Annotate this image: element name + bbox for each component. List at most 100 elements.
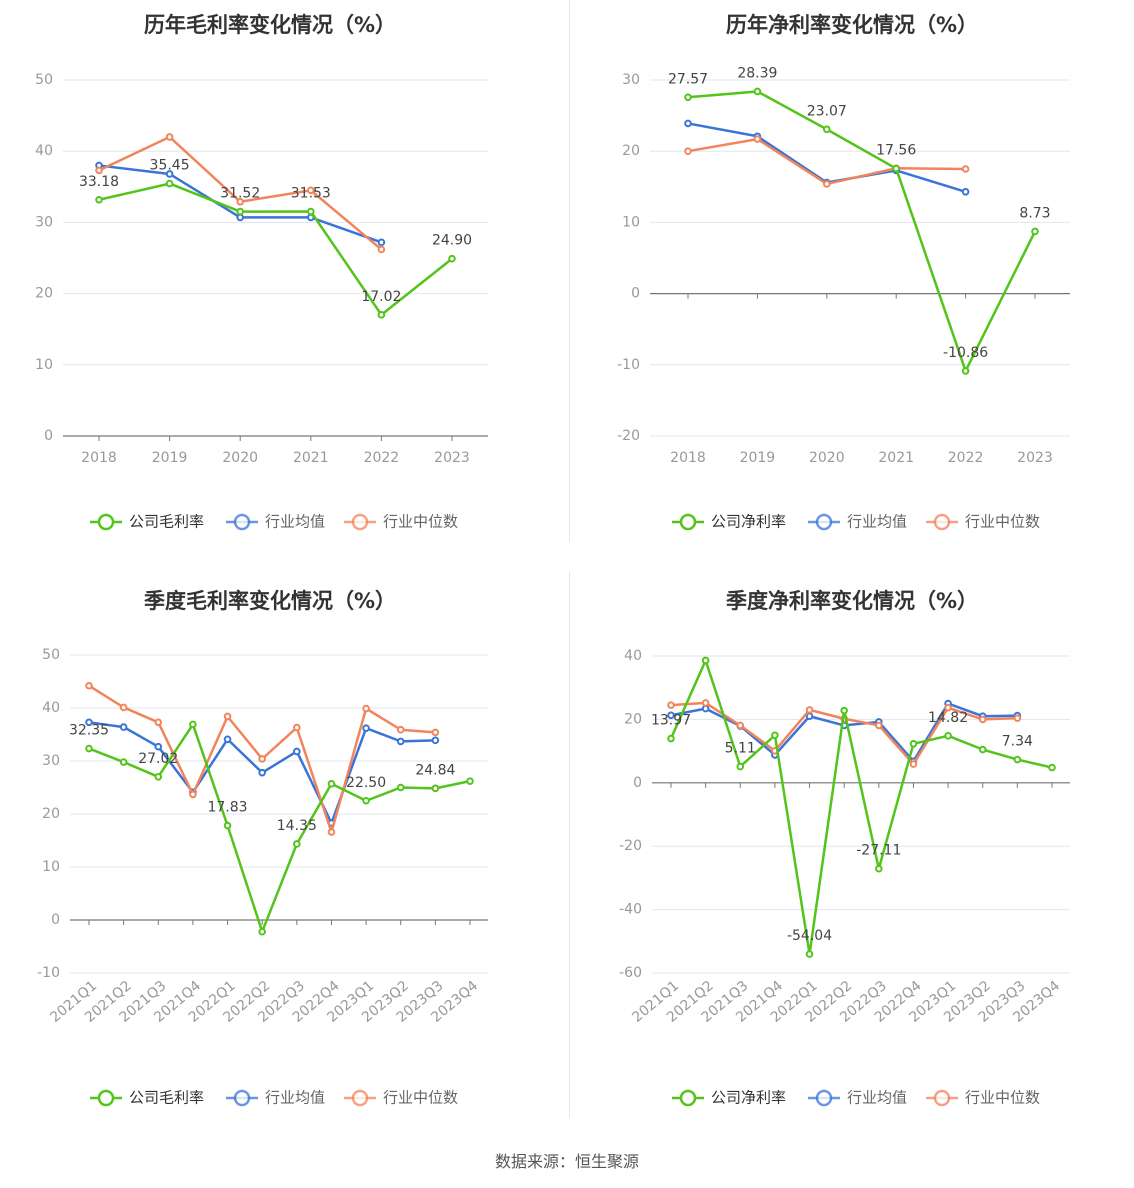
data-point-company [805,950,814,958]
data-point-median [236,197,244,206]
data-label: 24.90 [432,233,472,249]
data-point-median [875,721,883,730]
y-tick-label: 10 [42,859,60,875]
data-point-company [1031,227,1039,236]
data-point-company [165,179,174,188]
y-tick-label: 40 [42,700,60,716]
data-label: 23.07 [807,103,847,119]
data-point-company [448,254,456,263]
data-point-median [293,723,301,732]
data-point-avg [154,742,163,751]
y-tick-label: 50 [42,647,60,663]
data-point-avg [293,747,301,756]
data-point-median [1013,714,1022,722]
x-tick-label: 2018 [81,450,117,466]
data-point-median [85,681,93,690]
data-point-avg [431,736,440,745]
data-label: 32.35 [69,723,109,739]
data-point-company [85,744,93,753]
data-point-median [396,725,405,734]
data-point-median [961,165,970,173]
data-label: 14.35 [277,818,317,834]
data-point-median [701,699,710,707]
legend-label-avg: 行业均值 [265,513,325,531]
x-tick-label: 2018 [670,450,706,466]
data-point-avg [223,735,232,744]
legend-label-avg: 行业均值 [265,1089,325,1107]
data-point-median [95,166,103,175]
data-point-company [736,762,745,771]
quarterly-gross-margin-svg: 季度毛利率变化情况（%）-10010203040502021Q12021Q220… [37,589,488,1107]
series-line-company [98,182,453,317]
data-label: 13.97 [651,713,691,729]
x-tick-label: 2023 [434,450,470,466]
data-point-median [119,703,128,712]
data-point-avg [961,187,970,196]
data-label: 17.83 [207,800,247,816]
data-point-avg [377,238,386,247]
y-tick-label: 0 [631,286,640,302]
data-point-median [805,706,814,714]
data-point-median [822,180,831,188]
data-point-company [892,164,901,173]
data-point-avg [165,170,174,178]
data-point-company [771,731,779,740]
data-point-median [431,728,440,737]
data-point-company [667,734,675,743]
data-point-company [377,311,386,319]
data-source-note: 数据来源：恒生聚源 [494,1152,639,1171]
legend-label-median: 行业中位数 [965,1089,1040,1107]
data-point-company [293,840,301,848]
vertical-divider-top [569,0,570,542]
data-point-median [753,135,762,143]
data-label: 27.57 [668,71,708,87]
legend-marker-avg [233,1089,251,1107]
data-label: 5.11 [725,741,756,757]
legend-label-company: 公司净利率 [711,513,786,531]
legend-marker-company [97,513,115,531]
annual-gross-margin-chart: 历年毛利率变化情况（%） 0 10 20 30 40 50 2018 2019 2020 2021 2… [0,0,567,570]
data-point-company [466,777,474,785]
quarterly-gross-margin-chart: 季度毛利率变化情况（%） -10 0 10 20 30 40 50 2021Q1 2021Q2 20… [0,576,567,1146]
data-point-company [95,195,103,204]
data-point-company [1048,763,1056,772]
data-point-median [667,701,675,709]
y-tick-label: 30 [622,72,640,88]
y-tick-label: 40 [624,648,642,664]
data-point-avg [667,711,675,720]
legend-label-company: 公司毛利率 [129,513,204,531]
y-tick-label: 30 [35,214,53,230]
data-point-avg [362,724,370,732]
x-tick-label: 2021 [878,450,914,466]
series-line-company [687,90,1037,373]
data-point-median [258,755,266,763]
y-tick-label: -60 [619,965,642,981]
quarterly-net-margin-chart: 季度净利率变化情况（%） -60 -40 -20 0 20 40 2021Q1 2021Q2 20… [570,576,1134,1146]
data-label: -10.86 [943,345,988,361]
annual-net-margin-chart: 历年净利率变化情况（%） -20 -10 0 10 20 30 2018 2019 2020 202… [570,0,1134,570]
data-point-company [396,783,405,792]
y-tick-label: 0 [51,912,60,928]
data-point-company [307,207,315,216]
data-point-avg [396,737,405,746]
series-line-company [669,659,1053,956]
y-tick-label: 50 [35,72,53,88]
data-point-company [822,125,831,134]
chart-title: 历年毛利率变化情况（%） [144,13,396,37]
data-label: 31.52 [220,186,260,202]
data-point-median [377,245,386,254]
x-tick-label: 2022 [364,450,400,466]
data-point-avg [236,213,244,222]
annual-gross-margin-svg: 历年毛利率变化情况（%） 0 10 20 30 40 50 2018 2019 2020 2021 2… [35,13,488,531]
data-point-company [119,758,128,766]
y-tick-label: 20 [35,286,53,302]
data-label: 17.02 [361,289,401,305]
data-label: 17.56 [876,143,916,159]
legend-marker-company [679,1089,697,1107]
legend-marker-median [933,513,951,531]
legend-label-company: 公司毛利率 [129,1089,204,1107]
data-label: 24.84 [415,762,455,778]
data-point-company [327,779,336,788]
legend-marker-median [933,1089,951,1107]
data-label: 35.45 [150,158,190,174]
